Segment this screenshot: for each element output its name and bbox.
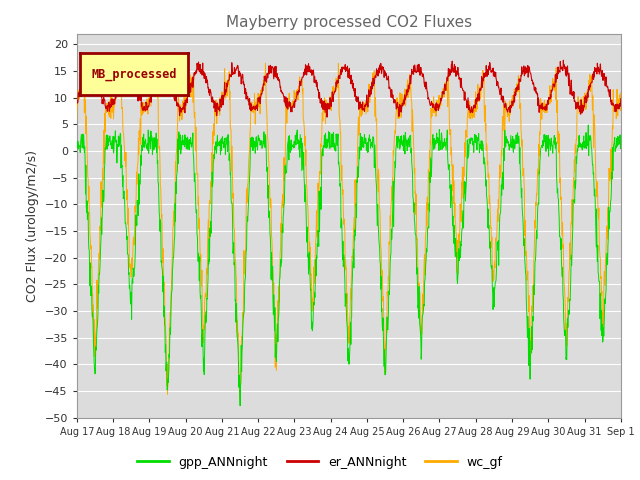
Title: Mayberry processed CO2 Fluxes: Mayberry processed CO2 Fluxes bbox=[226, 15, 472, 30]
Legend: gpp_ANNnight, er_ANNnight, wc_gf: gpp_ANNnight, er_ANNnight, wc_gf bbox=[132, 451, 508, 474]
Y-axis label: CO2 Flux (urology/m2/s): CO2 Flux (urology/m2/s) bbox=[26, 150, 38, 301]
